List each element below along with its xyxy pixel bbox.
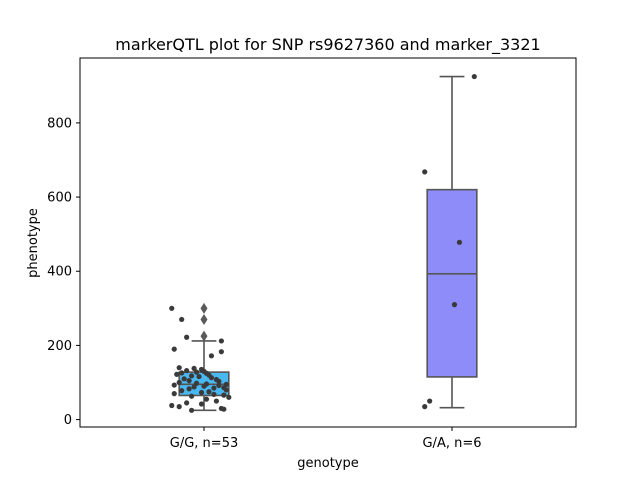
points-layer bbox=[169, 73, 477, 413]
data-point bbox=[189, 373, 195, 379]
data-point bbox=[193, 380, 200, 386]
data-point bbox=[176, 379, 182, 386]
data-point bbox=[189, 407, 195, 413]
data-point bbox=[186, 386, 192, 392]
data-point bbox=[179, 316, 185, 323]
y-tick-label: 400 bbox=[47, 265, 72, 280]
data-point bbox=[184, 368, 190, 374]
data-point bbox=[216, 378, 222, 384]
data-point bbox=[176, 404, 182, 410]
data-point bbox=[171, 346, 177, 352]
y-axis-label: phenotype bbox=[26, 208, 41, 278]
data-point bbox=[218, 349, 224, 355]
data-point bbox=[176, 365, 182, 371]
data-point bbox=[169, 402, 175, 409]
y-tick-label: 0 bbox=[64, 413, 72, 428]
data-point bbox=[189, 393, 195, 399]
data-point bbox=[193, 369, 200, 375]
data-point bbox=[471, 73, 477, 80]
outlier-marker bbox=[200, 313, 208, 325]
data-point bbox=[223, 387, 229, 393]
data-point bbox=[179, 388, 185, 394]
data-point bbox=[221, 392, 227, 398]
data-point bbox=[198, 389, 205, 396]
data-point bbox=[181, 376, 187, 382]
data-point bbox=[184, 334, 190, 340]
data-point bbox=[171, 382, 177, 388]
data-point bbox=[226, 394, 232, 400]
y-tick-label: 200 bbox=[47, 339, 72, 354]
data-point bbox=[203, 396, 210, 402]
y-tick-label: 800 bbox=[47, 116, 72, 131]
data-point bbox=[196, 373, 202, 380]
data-point bbox=[216, 382, 222, 389]
data-point bbox=[213, 398, 219, 404]
data-point bbox=[179, 370, 185, 376]
data-point bbox=[201, 383, 207, 389]
x-tick-label: G/G, n=53 bbox=[170, 436, 238, 451]
x-tick-label: G/A, n=6 bbox=[422, 436, 481, 451]
plot-area bbox=[79, 57, 577, 428]
data-point bbox=[221, 406, 227, 412]
data-point bbox=[208, 375, 215, 381]
data-point bbox=[206, 389, 212, 395]
data-point bbox=[191, 365, 197, 372]
data-point bbox=[456, 239, 463, 245]
data-point bbox=[218, 338, 224, 344]
outlier-marker bbox=[200, 302, 208, 314]
data-point bbox=[191, 384, 197, 390]
data-point bbox=[422, 169, 428, 175]
data-point bbox=[427, 398, 433, 404]
outlier-marker bbox=[200, 330, 208, 342]
data-point bbox=[211, 385, 217, 391]
chart-title: markerQTL plot for SNP rs9627360 and mar… bbox=[115, 35, 540, 55]
data-point bbox=[451, 302, 458, 308]
data-point bbox=[184, 400, 190, 406]
x-axis: G/G, n=53 G/A, n=6 bbox=[170, 427, 482, 451]
y-tick-label: 600 bbox=[47, 191, 72, 206]
box-iqr bbox=[426, 188, 478, 378]
x-axis-label: genotype bbox=[297, 456, 358, 471]
data-point bbox=[422, 404, 428, 410]
data-point bbox=[198, 401, 205, 407]
data-point bbox=[169, 305, 175, 311]
data-point bbox=[171, 391, 177, 397]
data-point bbox=[186, 378, 192, 384]
data-point bbox=[211, 391, 217, 397]
data-point bbox=[174, 371, 180, 377]
data-point bbox=[208, 353, 215, 359]
y-axis: 0 200 400 600 800 bbox=[47, 116, 80, 428]
